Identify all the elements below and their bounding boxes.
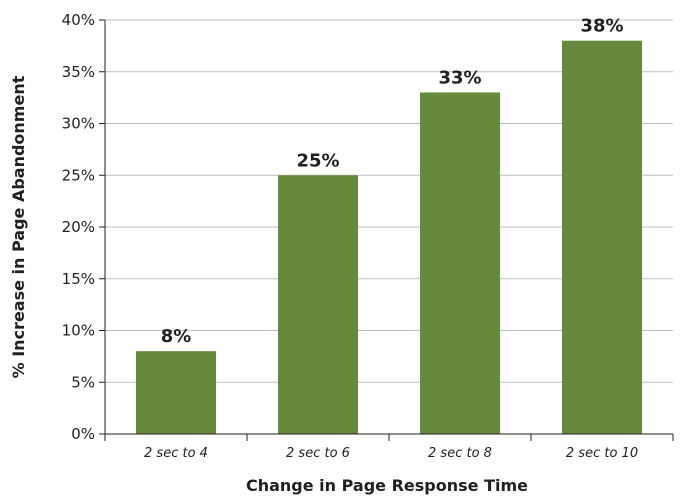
x-axis-title: Change in Page Response Time: [246, 476, 528, 495]
x-tick-label: 2 sec to 8: [428, 446, 492, 461]
axes: [99, 19, 674, 441]
data-label: 25%: [296, 150, 339, 171]
y-tick-label: 20%: [62, 218, 95, 236]
y-tick-label: 25%: [62, 166, 95, 184]
y-tick-label: 15%: [62, 270, 95, 288]
bar: [420, 92, 500, 434]
bar: [562, 40, 642, 434]
y-tick-label: 10%: [62, 322, 95, 340]
data-label: 8%: [161, 326, 192, 347]
x-tick-label: 2 sec to 4: [144, 446, 208, 461]
y-tick-label: 30%: [62, 115, 95, 133]
y-tick-labels: 0% 5% 10% 15% 20% 25% 30% 35% 40%: [62, 11, 95, 443]
y-axis-title: % Increase in Page Abandonment: [9, 75, 28, 378]
bar: [136, 351, 216, 434]
y-tick-label: 0%: [71, 425, 95, 443]
bar: [278, 175, 358, 434]
data-labels: 8% 25% 33% 38%: [161, 16, 624, 348]
y-tick-label: 40%: [62, 11, 95, 29]
data-label: 38%: [580, 16, 623, 37]
data-label: 33%: [438, 67, 481, 88]
x-tick-label: 2 sec to 6: [286, 446, 350, 461]
bars: [136, 40, 642, 434]
gridlines: [105, 19, 673, 383]
x-tick-labels: 2 sec to 4 2 sec to 6 2 sec to 8 2 sec to 1…: [144, 446, 638, 461]
x-tick-label: 2 sec to 10: [566, 446, 638, 461]
y-tick-label: 35%: [62, 63, 95, 81]
y-tick-label: 5%: [71, 373, 95, 391]
